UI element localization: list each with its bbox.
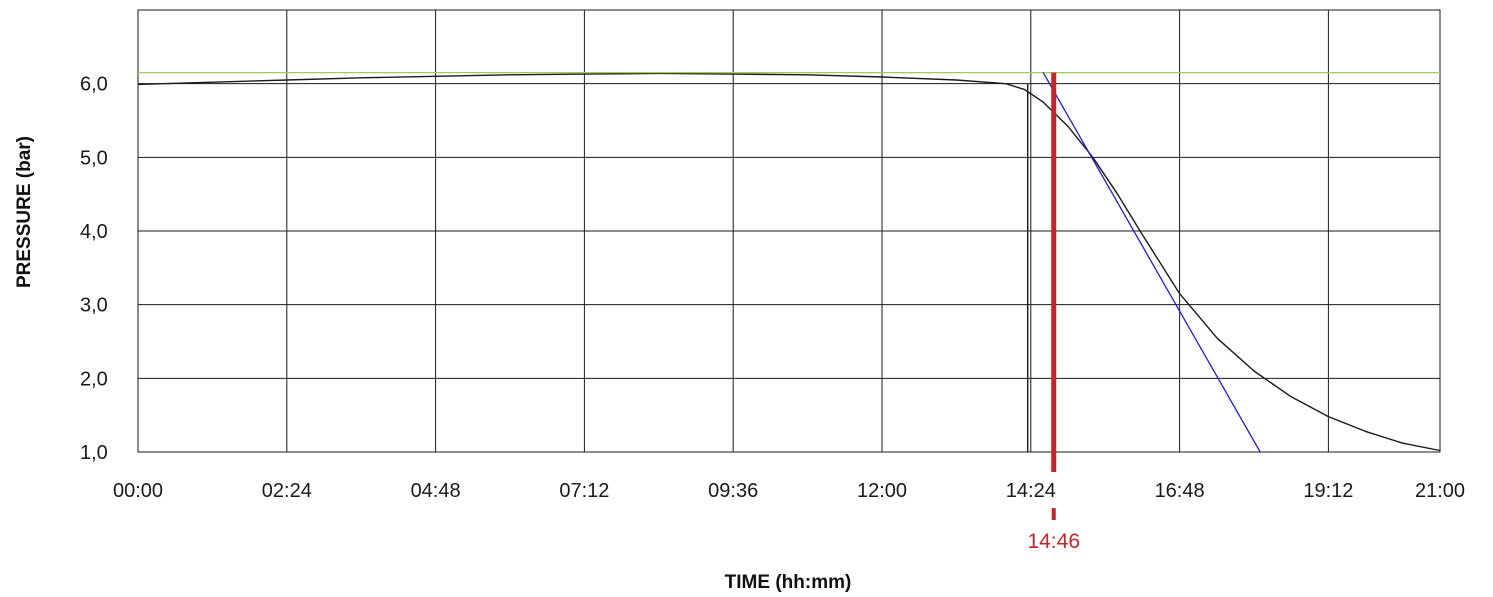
y-tick-label-5: 6,0 bbox=[80, 74, 108, 96]
y-tick-label-3: 4,0 bbox=[80, 221, 108, 243]
x-tick-label-4: 09:36 bbox=[708, 480, 758, 502]
x-tick-label-6: 14:24 bbox=[1006, 480, 1056, 502]
grid bbox=[137, 10, 1441, 453]
annotation-layer: 14:46 bbox=[1026, 72, 1080, 553]
marker-label-1: 14:46 bbox=[1027, 530, 1080, 553]
plot-frame bbox=[137, 9, 1441, 453]
tick-labels: 00:00 02:24 04:48 07:12 09:36 12:00 14:24 16:48… bbox=[80, 74, 1465, 502]
y-axis-title: PRESSURE (bar) bbox=[14, 136, 35, 288]
y-tick-label-4: 5,0 bbox=[80, 147, 108, 169]
x-tick-label-8: 19:12 bbox=[1303, 480, 1353, 502]
x-axis-title: TIME (hh:mm) bbox=[725, 572, 852, 593]
plot-border bbox=[137, 9, 1441, 453]
y-tick-label-2: 3,0 bbox=[80, 295, 108, 317]
x-tick-label-7: 16:48 bbox=[1155, 480, 1205, 502]
x-tick-label-2: 04:48 bbox=[411, 480, 461, 502]
y-tick-label-0: 1,0 bbox=[80, 442, 108, 464]
x-tick-label-1: 02:24 bbox=[262, 480, 312, 502]
y-tick-label-1: 2,0 bbox=[80, 368, 108, 390]
x-tick-label-0: 00:00 bbox=[113, 480, 163, 502]
x-tick-label-9: 21:00 bbox=[1415, 480, 1465, 502]
x-tick-label-3: 07:12 bbox=[559, 480, 609, 502]
series-layer bbox=[137, 71, 1441, 453]
series-line-pressure-curve bbox=[137, 72, 1441, 452]
series-line-tangent bbox=[1042, 72, 1261, 453]
x-tick-label-5: 12:00 bbox=[857, 480, 907, 502]
